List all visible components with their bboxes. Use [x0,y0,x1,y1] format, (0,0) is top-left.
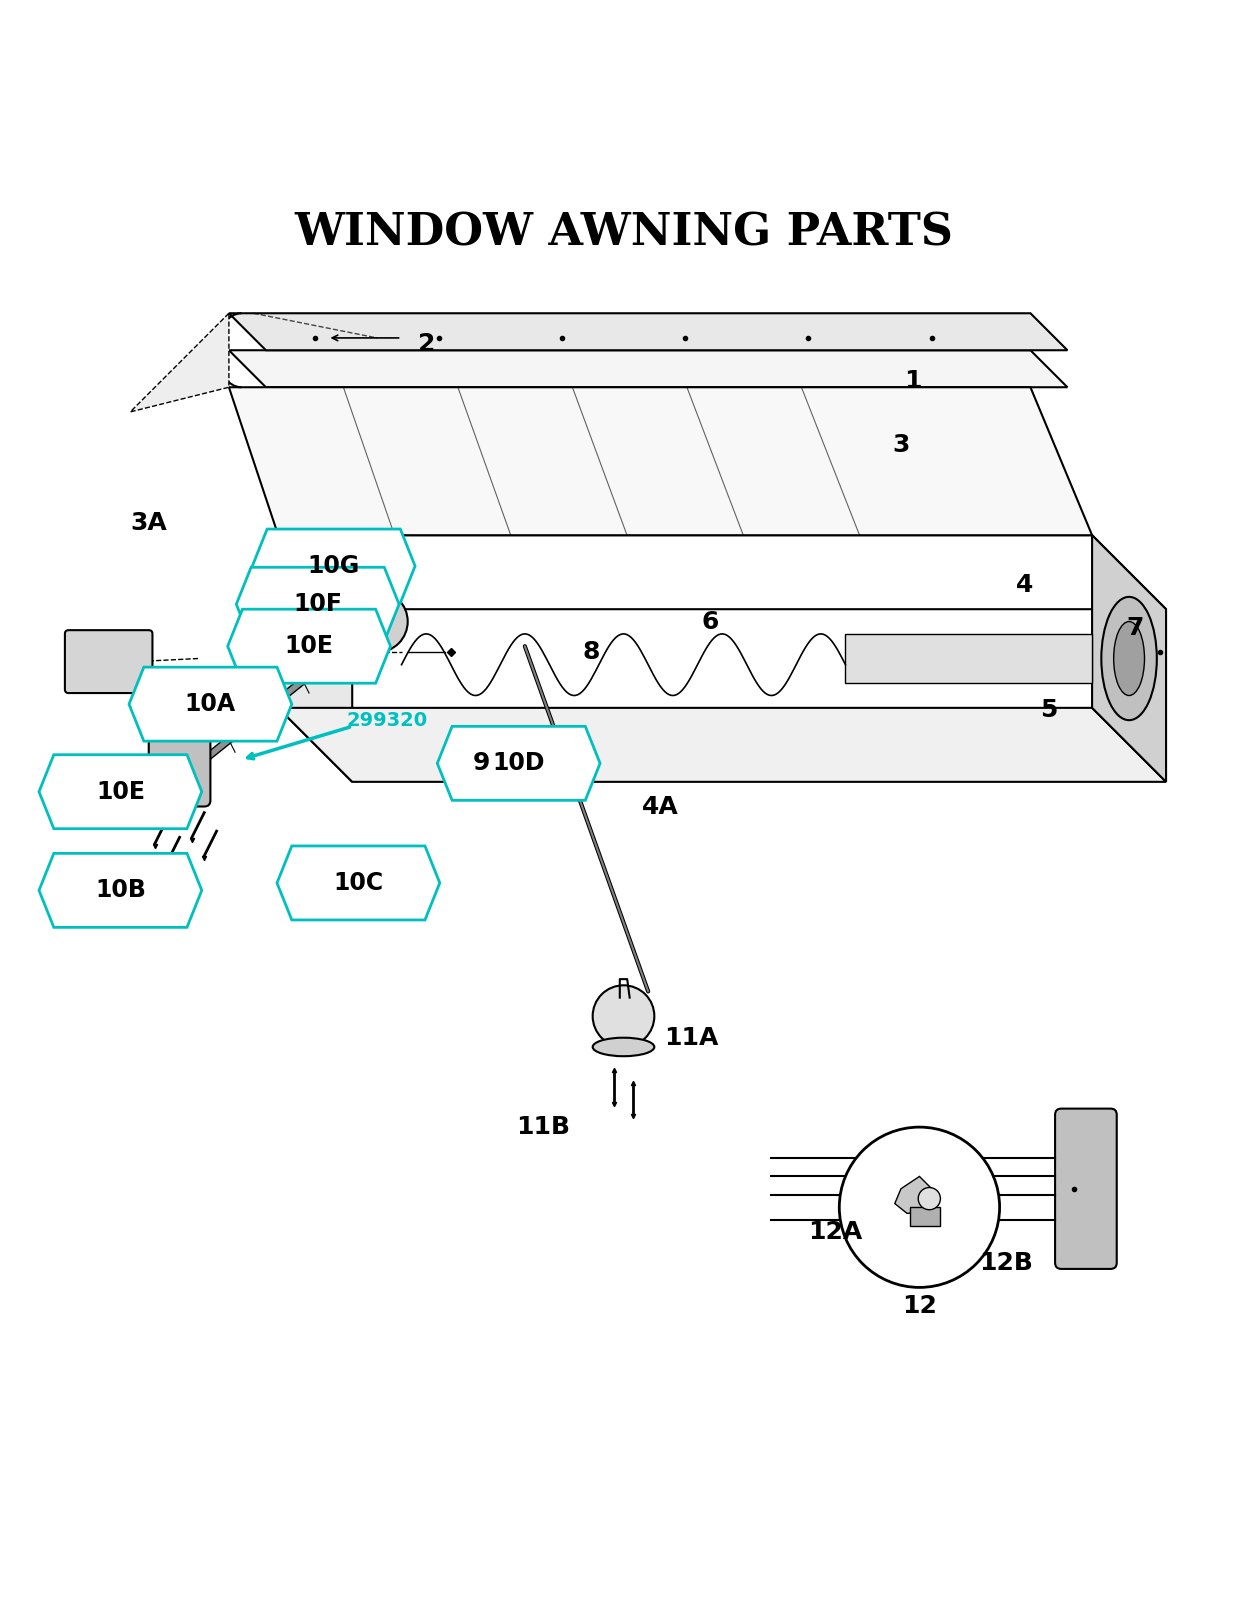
Polygon shape [845,634,1092,684]
Text: 10E: 10E [284,634,333,658]
Polygon shape [229,387,1092,536]
FancyBboxPatch shape [1055,1108,1117,1269]
Text: 10A: 10A [185,692,236,716]
Text: 12A: 12A [808,1219,863,1244]
Text: 11A: 11A [665,1026,718,1050]
Circle shape [347,590,408,652]
Text: 299320: 299320 [347,711,428,729]
Polygon shape [130,313,229,411]
Text: 10C: 10C [333,871,383,895]
Text: 5: 5 [1040,698,1057,723]
Polygon shape [278,536,352,782]
Text: 10E: 10E [96,779,145,803]
Ellipse shape [1114,621,1145,695]
Text: 10D: 10D [493,752,545,776]
Text: 10G: 10G [308,553,360,577]
Text: 9: 9 [473,752,490,776]
Text: 7: 7 [1126,616,1143,640]
Polygon shape [229,313,1067,350]
Ellipse shape [1101,597,1157,719]
Polygon shape [1092,536,1166,782]
Text: 1: 1 [904,369,922,394]
Polygon shape [895,1176,938,1213]
Polygon shape [236,568,399,642]
Text: 10B: 10B [95,879,146,902]
Text: 4: 4 [1015,573,1033,597]
Polygon shape [277,845,440,919]
Text: 11B: 11B [516,1115,570,1139]
Text: 8: 8 [582,640,600,665]
Circle shape [839,1127,1000,1287]
Text: 3: 3 [893,434,909,456]
Polygon shape [278,708,1166,782]
Polygon shape [39,853,202,927]
Polygon shape [278,536,1166,610]
FancyBboxPatch shape [148,732,211,806]
Circle shape [592,986,655,1047]
FancyBboxPatch shape [65,631,152,694]
Polygon shape [39,755,202,829]
Polygon shape [438,726,600,800]
Text: 10F: 10F [293,592,342,616]
Text: 2: 2 [418,332,435,356]
Polygon shape [252,529,415,603]
Text: WINDOW AWNING PARTS: WINDOW AWNING PARTS [294,211,953,255]
Text: 4A: 4A [642,795,678,818]
Circle shape [918,1187,940,1210]
Text: 6: 6 [701,610,718,634]
Text: 12: 12 [902,1294,936,1318]
Polygon shape [228,610,390,684]
Text: 3A: 3A [131,511,167,536]
Text: 12B: 12B [979,1250,1033,1274]
FancyBboxPatch shape [909,1207,940,1226]
Polygon shape [229,350,1067,387]
Ellipse shape [592,1037,655,1057]
Polygon shape [128,668,292,740]
